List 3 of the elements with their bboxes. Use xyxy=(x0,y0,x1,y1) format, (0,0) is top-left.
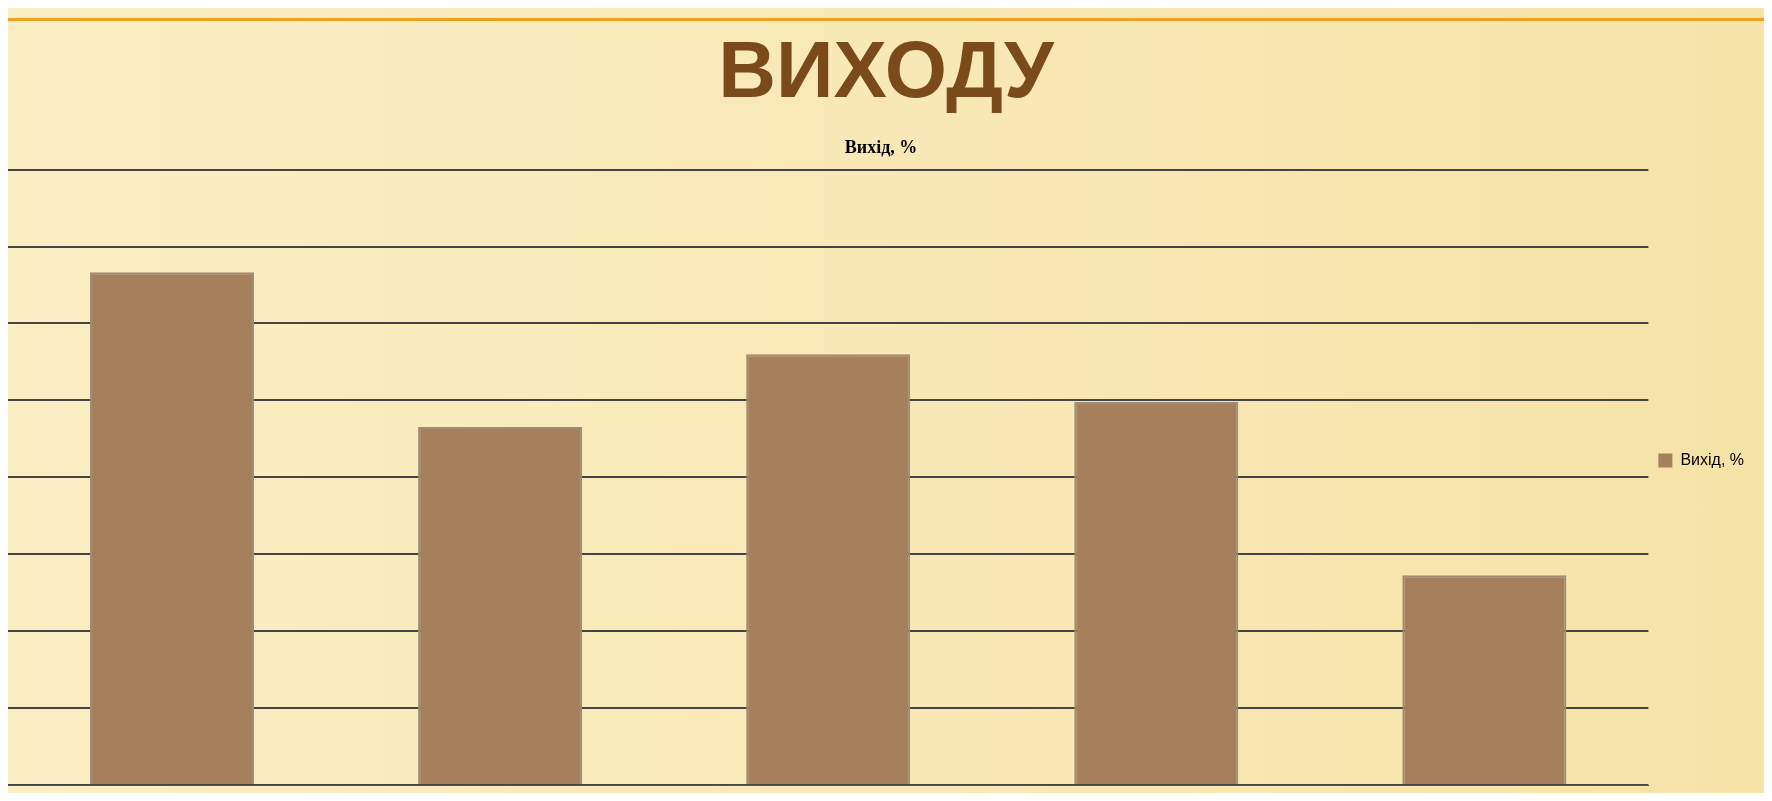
chart-title: ВИХОДУ xyxy=(717,24,1056,116)
legend-label: Вихід, % xyxy=(1680,450,1745,468)
chart-subtitle: Вихід, % xyxy=(844,137,918,158)
